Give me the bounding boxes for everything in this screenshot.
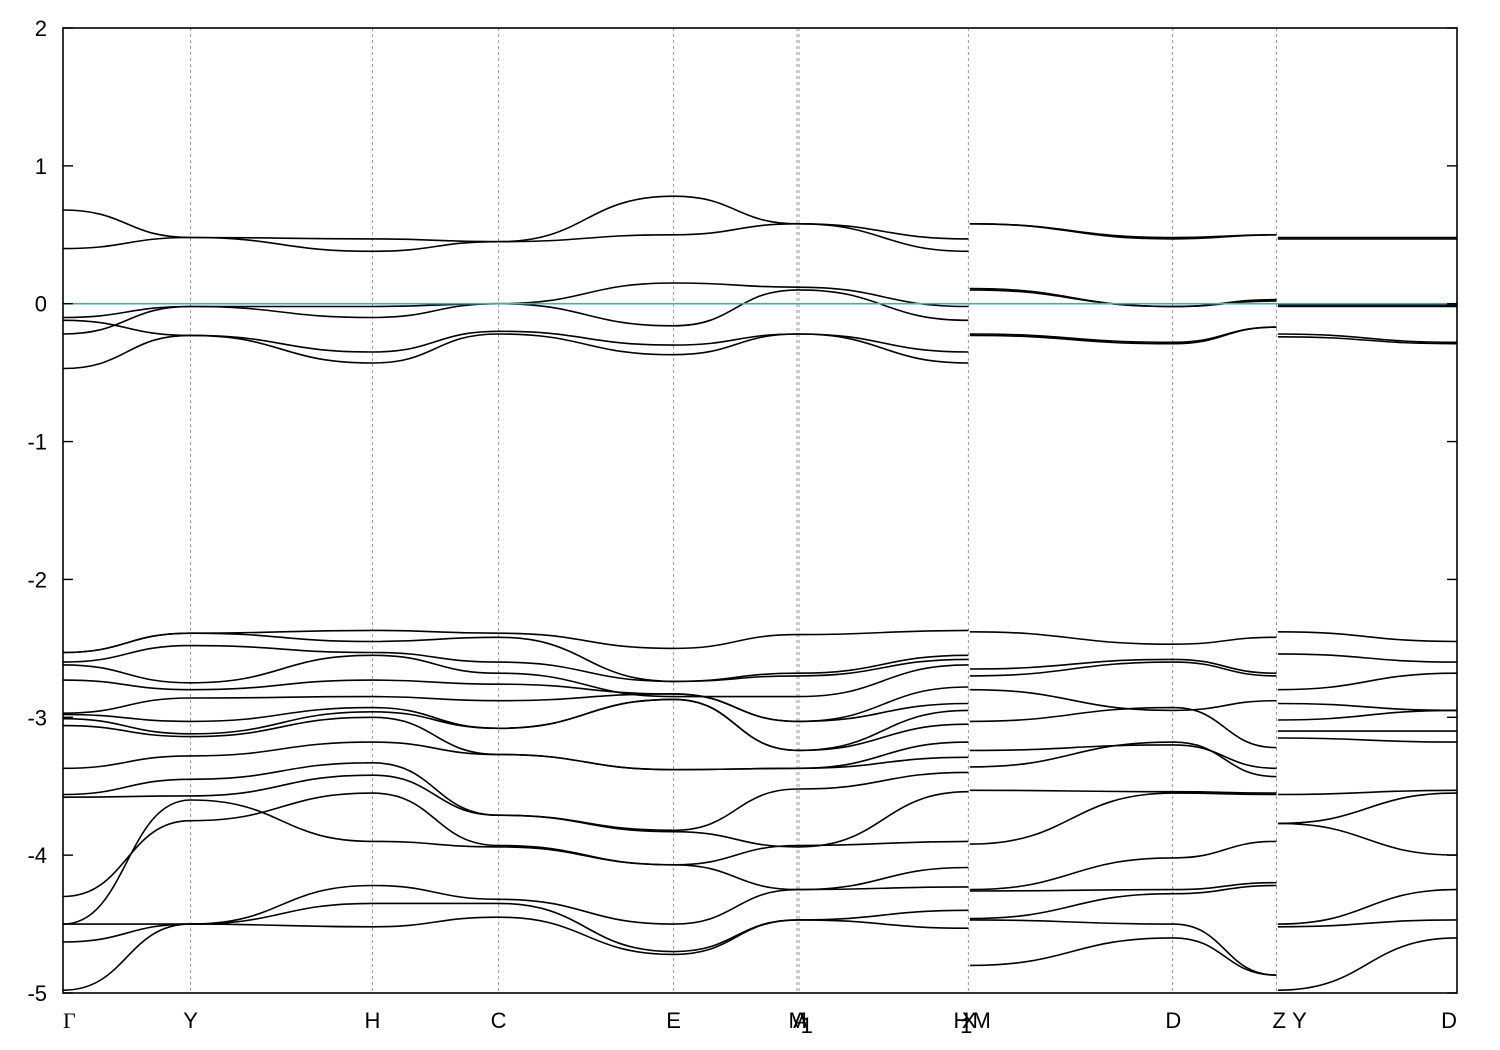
band-line — [62, 902, 969, 953]
band-line — [62, 195, 969, 243]
band-line — [969, 741, 1277, 778]
band-line — [969, 631, 1277, 646]
band-line — [969, 661, 1277, 677]
kpoint-label: Z — [1273, 1008, 1286, 1033]
kpoint-label: Y — [1292, 1008, 1307, 1033]
band-line — [62, 774, 969, 848]
band-line — [969, 792, 1277, 845]
band-line — [1277, 336, 1458, 345]
band-line — [969, 289, 1277, 308]
kpoint-label: 1 — [801, 1013, 813, 1038]
band-line — [62, 799, 969, 925]
y-tick-label: 1 — [35, 154, 47, 179]
band-line — [969, 840, 1277, 891]
band-line — [1277, 792, 1458, 825]
band-line — [1277, 919, 1458, 928]
band-line — [969, 919, 1277, 976]
band-line — [969, 789, 1277, 794]
band-line — [1277, 653, 1458, 663]
y-tick-label: -2 — [27, 567, 47, 592]
y-tick-label: -4 — [27, 843, 47, 868]
band-line — [62, 698, 969, 752]
band-line — [969, 706, 1277, 749]
band-line — [1277, 937, 1458, 991]
kpoint-label: E — [666, 1008, 681, 1033]
band-line — [62, 289, 969, 335]
band-line — [969, 744, 1277, 770]
y-tick-label: 2 — [35, 16, 47, 41]
plot-frame — [62, 27, 1458, 994]
band-line — [62, 282, 969, 319]
band-line — [969, 937, 1277, 976]
y-axis-ticks: 2 1 0 -1 -2 -3 -4 -5 — [27, 16, 1457, 1006]
band-line — [969, 223, 1277, 240]
kpoint-label: M — [788, 1008, 806, 1033]
kpoint-label: C — [491, 1008, 507, 1033]
kpoint-label: X — [962, 1008, 977, 1033]
kpoint-label: D — [1441, 1008, 1457, 1033]
band-line — [62, 716, 969, 771]
band-line — [62, 644, 969, 683]
band-line — [1277, 631, 1458, 643]
kpoint-label: 1 — [960, 1013, 972, 1038]
band-line — [1277, 822, 1458, 856]
band-line — [969, 326, 1277, 344]
band-line — [969, 688, 1277, 712]
band-line — [1277, 888, 1458, 925]
y-tick-label: 0 — [35, 292, 47, 317]
band-line — [62, 698, 969, 752]
band-line — [62, 333, 969, 370]
band-line — [62, 632, 969, 683]
high-symmetry-gridlines — [190, 28, 1277, 993]
band-line — [969, 658, 1277, 674]
band-line — [1277, 709, 1458, 721]
band-line — [1277, 333, 1458, 344]
kpoint-label: M — [972, 1008, 990, 1033]
band-line — [62, 792, 969, 898]
band-line — [969, 881, 1277, 892]
band-line — [62, 916, 969, 991]
band-line — [62, 741, 969, 771]
y-tick-label: -5 — [27, 981, 47, 1006]
band-line — [62, 693, 969, 723]
band-line — [62, 654, 969, 698]
band-line — [1277, 789, 1458, 796]
y-tick-label: -3 — [27, 705, 47, 730]
band-lines — [62, 195, 1458, 991]
kpoint-label: Γ — [63, 1008, 76, 1033]
band-line — [62, 222, 969, 253]
kpoint-label: H — [365, 1008, 381, 1033]
kpoint-label: H — [953, 1008, 969, 1033]
band-line — [1277, 672, 1458, 691]
band-line — [1277, 702, 1458, 712]
y-tick-label: -1 — [27, 430, 47, 455]
kpoint-label: A — [793, 1008, 808, 1033]
band-line — [1277, 737, 1458, 743]
band-line — [969, 884, 1277, 920]
band-line — [969, 326, 1277, 345]
kpoint-label: D — [1165, 1008, 1181, 1033]
kpoint-label: Y — [183, 1008, 198, 1033]
